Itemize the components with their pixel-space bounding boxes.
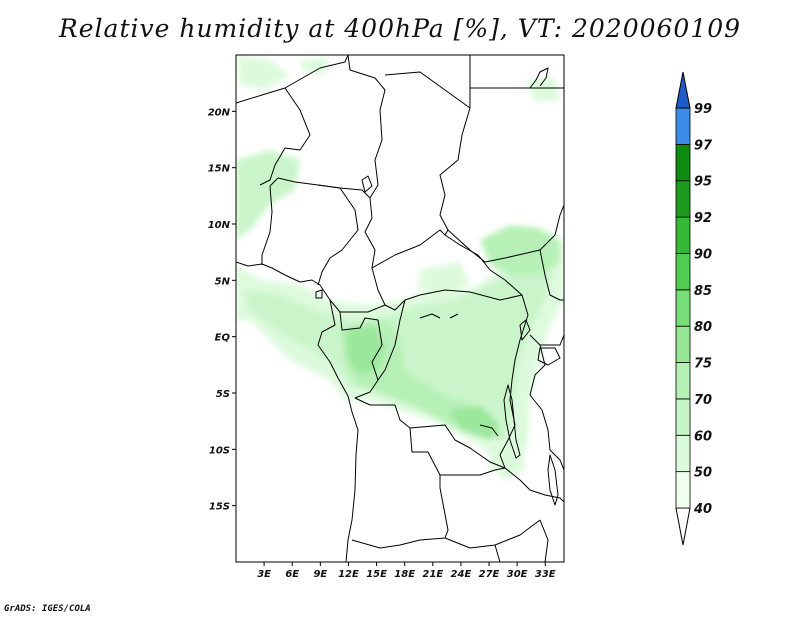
river-feature-south [479,424,499,437]
humidity-field-north-patch [236,55,290,90]
colorbar-box [675,362,691,400]
colorbar-label: 75 [694,357,712,372]
colorbar-lower-arrow [675,507,691,546]
lat-tick-label: EQ [215,333,231,344]
border-south-sudan [447,204,564,263]
humidity-field-north-patch-2 [300,58,330,75]
border-east-africa [529,334,564,471]
border-east [539,249,564,301]
colorbar-label: 90 [694,247,712,262]
colorbar-box [675,398,691,436]
border-algeria-niger [347,55,386,141]
colorbar-label: 85 [694,284,712,299]
lake-victoria [537,347,561,366]
lon-tick-label: 21E [422,569,443,580]
colorbar-label: 97 [694,138,713,153]
border-libya-chad [384,55,471,109]
bioko-island [315,289,323,299]
coastline-west [236,261,359,562]
map-frame [235,54,565,563]
colorbar-box [675,289,691,327]
longitude-axis: 3E 6E 9E 12E 15E 18E 21E 24E 27E 30E 33E [257,562,556,580]
colorbar-box [675,216,691,254]
colorbar-box [675,143,691,182]
grads-credit: GrADS: IGES/COLA [4,604,91,614]
coastline-red-sea [529,67,549,89]
lon-tick-label: 24E [451,569,472,580]
lon-tick-label: 3E [257,569,271,580]
lake-albert [519,319,531,341]
colorbar-label: 80 [694,320,712,335]
colorbar-box [675,434,691,473]
lat-tick-label: 15N [208,164,231,175]
humidity-field-band-high [345,325,385,375]
lon-tick-label: 6E [285,569,299,580]
colorbar-label: 40 [693,502,712,517]
lon-tick-label: 18E [394,569,415,580]
lat-tick-label: 10S [209,445,230,456]
lon-tick-label: 12E [338,569,359,580]
lat-tick-label: 5S [216,389,230,400]
colorbar-box [675,325,691,363]
colorbar-label: 92 [694,211,712,226]
colorbar: 40 50 60 70 75 80 85 90 92 95 97 99 [675,71,713,546]
border-chad-sudan [439,107,471,236]
border-nw [236,55,349,104]
lake-tanganyika [503,384,521,459]
lon-tick-label: 27E [479,569,500,580]
colorbar-box [675,471,691,509]
lon-tick-label: 9E [313,569,327,580]
lon-tick-label: 33E [535,569,556,580]
lat-tick-label: 10N [208,220,231,231]
colorbar-box [675,180,691,218]
border-niger-chad [269,139,383,199]
border-nigeria [261,184,359,286]
humidity-field-nile-patch [525,78,560,102]
congo-river-segment [419,313,459,319]
border-mali-niger [259,87,311,186]
map-title: Relative humidity at 400hPa [%], VT: 202… [58,14,742,43]
colorbar-label: 70 [694,393,712,408]
border-gabon-congo [339,311,383,399]
border-car [371,229,523,311]
lon-tick-label: 15E [366,569,387,580]
humidity-field-northeast-patch [480,225,560,275]
lat-tick-label: 20N [208,107,231,118]
lon-tick-label: 30E [507,569,528,580]
colorbar-label: 50 [694,466,712,481]
colorbar-upper-arrow [675,71,691,109]
colorbar-box [675,107,691,145]
border-south [494,519,549,562]
latitude-axis: 20N 15N 10N 5N EQ 5S 10S 15S [208,107,236,513]
lat-tick-label: 15S [209,502,230,513]
humidity-field-band-high-2 [450,405,500,440]
country-borders [236,55,564,562]
colorbar-box [675,253,691,291]
lake-malawi [547,454,559,506]
humidity-field-sahel-patch [418,262,470,295]
border-angola [351,427,449,549]
colorbar-label: 60 [694,429,712,444]
humidity-field-west-coast-patch [236,150,300,240]
lake-chad [361,175,373,193]
colorbar-label: 99 [694,102,712,117]
border-cameroon [329,197,386,313]
colorbar-label: 95 [694,175,712,190]
lat-tick-label: 5N [215,276,231,287]
